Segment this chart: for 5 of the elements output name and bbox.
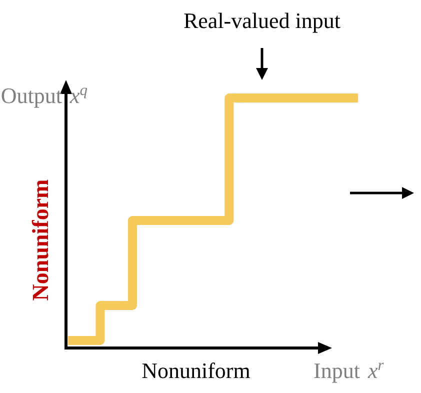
text: Real-valued input [183,8,341,33]
text: Nonuniform [142,358,250,383]
y-axis-title: Output x$^{q}$ [0,82,88,108]
x-axis-title: Input x$^{r}$ [314,356,385,383]
annotation: Nonuniform [28,179,53,301]
